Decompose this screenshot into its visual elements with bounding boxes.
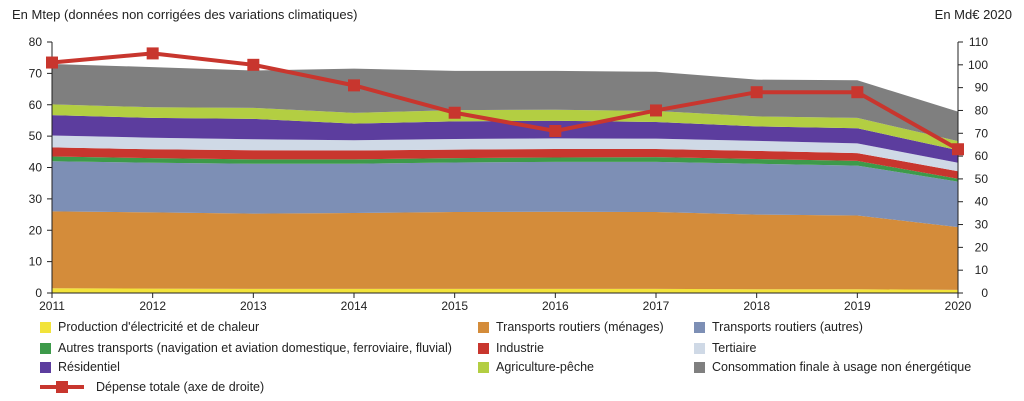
left-tick-label: 40 — [29, 161, 43, 175]
total-expense-line — [46, 47, 964, 156]
legend-label: Transports routiers (autres) — [712, 320, 863, 334]
x-tick-label: 2014 — [341, 299, 368, 313]
left-tick-label: 70 — [29, 66, 43, 80]
x-tick-label: 2018 — [743, 299, 770, 313]
total-expense-marker — [448, 106, 461, 119]
right-tick-label: 70 — [975, 126, 989, 140]
legend-swatch — [694, 362, 705, 373]
axes: 0 10 20 30 40 50 60 70 80 0 10 20 30 40 50 60 70 80 90 100 1… — [29, 35, 989, 313]
legend-label: Transports routiers (ménages) — [496, 320, 664, 334]
left-tick-label: 0 — [35, 286, 42, 300]
area-series-1 — [52, 211, 958, 290]
left-tick-label: 80 — [29, 35, 43, 49]
total-expense-marker — [750, 86, 763, 99]
area-series-3 — [52, 156, 958, 182]
right-tick-label: 90 — [975, 81, 989, 95]
x-tick-label: 2015 — [441, 299, 468, 313]
legend-line-marker — [56, 381, 68, 393]
right-tick-label: 10 — [975, 263, 989, 277]
area-series-2 — [52, 161, 958, 228]
legend-label: Industrie — [496, 341, 544, 355]
legend-label: Résidentiel — [58, 360, 120, 374]
area-layers — [52, 63, 958, 293]
legend-label: Consommation finale à usage non énergéti… — [712, 360, 971, 374]
total-expense-marker — [650, 104, 662, 117]
legend-label: Tertiaire — [712, 341, 757, 355]
legend-swatch — [478, 322, 489, 333]
x-tick-label: 2012 — [139, 299, 166, 313]
right-tick-label: 40 — [975, 195, 989, 209]
area-series-0 — [52, 288, 958, 293]
area-series-7 — [52, 104, 958, 151]
right-tick-label: 110 — [969, 35, 988, 49]
right-tick-label: 50 — [975, 172, 989, 186]
area-series-8 — [52, 63, 958, 142]
legend-swatch — [478, 362, 489, 373]
total-expense-marker — [348, 79, 360, 92]
total-expense-marker — [46, 56, 58, 69]
left-tick-label: 60 — [29, 98, 43, 112]
x-tick-label: 2016 — [542, 299, 569, 313]
area-series-4 — [52, 147, 958, 179]
legend-swatch — [694, 343, 705, 354]
right-tick-label: 20 — [975, 240, 989, 254]
legend-swatch — [694, 322, 705, 333]
left-tick-label: 50 — [29, 129, 43, 143]
left-tick-label: 10 — [29, 255, 43, 269]
left-tick-label: 30 — [29, 192, 43, 206]
legend-swatch — [40, 343, 51, 354]
area-series-6 — [52, 115, 958, 163]
x-tick-label: 2011 — [39, 299, 65, 313]
left-tick-label: 20 — [29, 223, 43, 237]
left-axis-title: En Mtep (données non corrigées des varia… — [12, 7, 357, 22]
right-tick-label: 0 — [981, 286, 988, 300]
total-expense-marker — [146, 47, 159, 60]
legend-swatch — [40, 362, 51, 373]
legend-label-total: Dépense totale (axe de droite) — [96, 380, 264, 394]
legend-label: Agriculture-pêche — [496, 360, 594, 374]
total-expense-marker — [952, 143, 964, 156]
right-axis-title: En Md€ 2020 — [935, 7, 1012, 22]
right-tick-label: 100 — [968, 58, 988, 72]
x-tick-label: 2017 — [643, 299, 670, 313]
legend-swatch — [478, 343, 489, 354]
right-tick-label: 30 — [975, 218, 989, 232]
total-expense-polyline — [51, 51, 959, 151]
right-tick-label: 60 — [975, 149, 989, 163]
total-expense-marker — [247, 58, 260, 71]
total-expense-marker — [549, 124, 562, 137]
x-tick-label: 2019 — [844, 299, 871, 313]
legend-swatch — [40, 322, 51, 333]
area-series-5 — [52, 135, 958, 172]
right-tick-label: 80 — [975, 103, 989, 117]
x-tick-label: 2020 — [945, 299, 972, 313]
x-tick-label: 2013 — [240, 299, 267, 313]
legend-label: Autres transports (navigation et aviatio… — [58, 341, 452, 355]
legend-label: Production d'électricité et de chaleur — [58, 320, 259, 334]
legend: Production d'électricité et de chaleur Tr… — [40, 320, 971, 394]
total-expense-marker — [851, 86, 864, 99]
